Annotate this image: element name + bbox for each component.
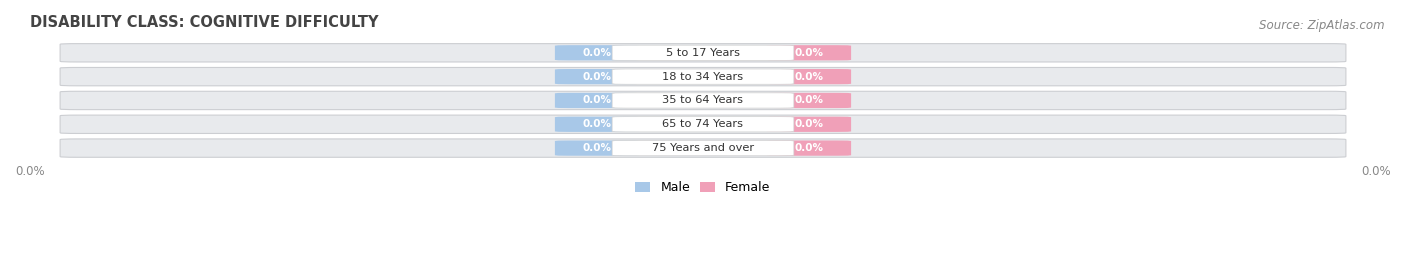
Text: 0.0%: 0.0% — [582, 119, 612, 129]
Legend: Male, Female: Male, Female — [630, 176, 776, 199]
FancyBboxPatch shape — [612, 117, 794, 132]
FancyBboxPatch shape — [612, 140, 794, 156]
FancyBboxPatch shape — [612, 45, 794, 61]
Text: 0.0%: 0.0% — [794, 72, 824, 82]
FancyBboxPatch shape — [555, 117, 640, 132]
Text: 5 to 17 Years: 5 to 17 Years — [666, 48, 740, 58]
FancyBboxPatch shape — [766, 140, 851, 156]
Text: 0.0%: 0.0% — [794, 119, 824, 129]
FancyBboxPatch shape — [555, 45, 640, 61]
Text: Source: ZipAtlas.com: Source: ZipAtlas.com — [1260, 19, 1385, 32]
FancyBboxPatch shape — [766, 45, 851, 61]
Text: DISABILITY CLASS: COGNITIVE DIFFICULTY: DISABILITY CLASS: COGNITIVE DIFFICULTY — [30, 15, 378, 30]
Text: 0.0%: 0.0% — [582, 72, 612, 82]
Text: 0.0%: 0.0% — [794, 95, 824, 105]
FancyBboxPatch shape — [555, 140, 640, 156]
FancyBboxPatch shape — [612, 93, 794, 108]
FancyBboxPatch shape — [60, 91, 1346, 110]
FancyBboxPatch shape — [60, 44, 1346, 62]
Text: 65 to 74 Years: 65 to 74 Years — [662, 119, 744, 129]
Text: 0.0%: 0.0% — [582, 48, 612, 58]
FancyBboxPatch shape — [766, 117, 851, 132]
FancyBboxPatch shape — [555, 93, 640, 108]
Text: 18 to 34 Years: 18 to 34 Years — [662, 72, 744, 82]
FancyBboxPatch shape — [60, 139, 1346, 157]
FancyBboxPatch shape — [60, 68, 1346, 86]
FancyBboxPatch shape — [766, 93, 851, 108]
Text: 35 to 64 Years: 35 to 64 Years — [662, 95, 744, 105]
Text: 0.0%: 0.0% — [582, 143, 612, 153]
FancyBboxPatch shape — [612, 69, 794, 84]
Text: 0.0%: 0.0% — [794, 48, 824, 58]
FancyBboxPatch shape — [555, 69, 640, 84]
FancyBboxPatch shape — [60, 115, 1346, 133]
Text: 0.0%: 0.0% — [582, 95, 612, 105]
FancyBboxPatch shape — [766, 69, 851, 84]
Text: 75 Years and over: 75 Years and over — [652, 143, 754, 153]
Text: 0.0%: 0.0% — [794, 143, 824, 153]
